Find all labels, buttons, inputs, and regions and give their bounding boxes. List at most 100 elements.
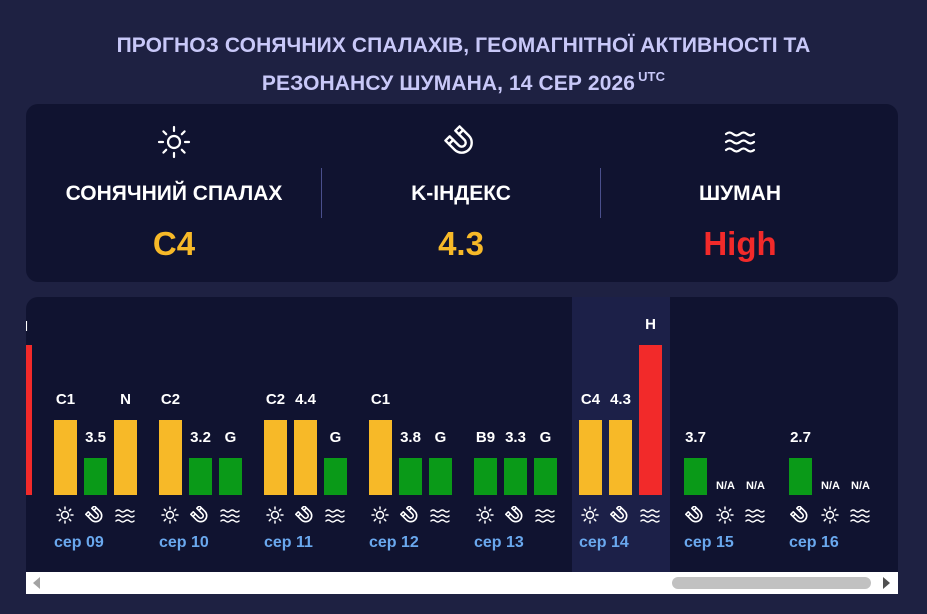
schumann-bar-label: G xyxy=(539,429,552,446)
schumann-bar-partial xyxy=(26,345,32,495)
schumann-bar xyxy=(429,458,452,495)
day-label: сер 10 xyxy=(159,534,209,551)
flare-bar xyxy=(369,420,392,495)
schumann-label: ШУМАН xyxy=(699,182,781,205)
sun-icon xyxy=(159,506,181,524)
schumann-na-label: N/A xyxy=(851,480,870,492)
summary-kindex: K-ІНДЕКС 4.3 xyxy=(322,104,600,282)
schumann-bar-label: H xyxy=(645,316,656,333)
waves-icon xyxy=(324,506,346,524)
divider xyxy=(600,168,601,218)
schumann-bar xyxy=(639,345,662,495)
magnet-icon xyxy=(294,505,316,524)
kindex-bar xyxy=(684,458,707,495)
magnet-icon xyxy=(504,505,526,524)
title-line-1: ПРОГНОЗ СОНЯЧНИХ СПАЛАХІВ, ГЕОМАГНІТНОЇ … xyxy=(116,34,811,57)
flare-na-label: N/A xyxy=(821,480,840,492)
scroll-right-icon[interactable] xyxy=(881,577,891,589)
waves-icon xyxy=(744,506,766,524)
summary-schumann: ШУМАН High xyxy=(600,104,880,282)
schumann-na-label: N/A xyxy=(746,480,765,492)
flare-label: СОНЯЧНИЙ СПАЛАХ xyxy=(65,182,283,205)
flare-bar-label: C2 xyxy=(160,391,181,408)
waves-icon xyxy=(849,506,871,524)
kindex-bar-label: 2.7 xyxy=(790,429,811,446)
day-label: сер 11 xyxy=(264,534,313,551)
sun-icon xyxy=(157,125,191,159)
day-label: сер 14 xyxy=(579,534,629,551)
divider xyxy=(321,168,322,218)
schumann-bar-label: G xyxy=(224,429,237,446)
kindex-value: 4.3 xyxy=(438,225,484,262)
waves-icon xyxy=(219,506,241,524)
schumann-value: High xyxy=(703,225,777,262)
sun-icon xyxy=(474,506,496,524)
summary-panel: СОНЯЧНИЙ СПАЛАХ C4 K-ІНДЕКС 4.3 ШУМАН Hi… xyxy=(26,104,898,282)
summary-flare: СОНЯЧНИЙ СПАЛАХ C4 xyxy=(26,104,322,282)
flare-bar xyxy=(159,420,182,495)
flare-na-label: N/A xyxy=(716,480,735,492)
schumann-bar-label: G xyxy=(329,429,342,446)
kindex-bar xyxy=(609,420,632,495)
flare-bar xyxy=(579,420,602,495)
kindex-bar xyxy=(504,458,527,495)
kindex-bar-label: 3.5 xyxy=(85,429,106,446)
page-title: ПРОГНОЗ СОНЯЧНИХ СПАЛАХІВ, ГЕОМАГНІТНОЇ … xyxy=(0,30,927,99)
utc-label: UTC xyxy=(638,69,666,84)
flare-value: C4 xyxy=(152,225,196,262)
waves-icon xyxy=(429,506,451,524)
kindex-bar-label: 3.2 xyxy=(190,429,211,446)
kindex-bar xyxy=(84,458,107,495)
sun-icon xyxy=(819,506,841,524)
flare-bar-label: C1 xyxy=(55,391,76,408)
schumann-bar xyxy=(114,420,137,495)
magnet-icon xyxy=(789,505,811,524)
flare-bar-label: C2 xyxy=(265,391,286,408)
kindex-bar xyxy=(399,458,422,495)
scrollbar-thumb[interactable] xyxy=(672,577,871,589)
waves-icon xyxy=(114,506,136,524)
flare-bar-label: B9 xyxy=(475,429,496,446)
day-label: сер 09 xyxy=(54,534,104,551)
schumann-bar xyxy=(534,458,557,495)
flare-bar-label: C1 xyxy=(370,391,391,408)
sun-icon xyxy=(369,506,391,524)
schumann-bar xyxy=(324,458,347,495)
waves-icon xyxy=(534,506,556,524)
magnet-icon xyxy=(609,505,631,524)
schumann-bar-label: N xyxy=(120,391,131,408)
sun-icon xyxy=(714,506,736,524)
scroll-left-icon[interactable] xyxy=(32,577,42,589)
magnet-icon xyxy=(84,505,106,524)
flare-bar xyxy=(264,420,287,495)
magnet-icon xyxy=(444,125,473,154)
flare-bar-label: C4 xyxy=(580,391,601,408)
horizontal-scrollbar[interactable] xyxy=(26,572,898,594)
title-line-2-text: РЕЗОНАНСУ ШУМАНА, 14 СЕР 2026 xyxy=(261,72,636,95)
kindex-bar xyxy=(294,420,317,495)
kindex-bar xyxy=(189,458,212,495)
schumann-bar-label: G xyxy=(434,429,447,446)
sun-icon xyxy=(54,506,76,524)
schumann-bar xyxy=(219,458,242,495)
sun-icon xyxy=(579,506,601,524)
kindex-bar xyxy=(789,458,812,495)
flare-bar xyxy=(54,420,77,495)
waves-icon xyxy=(724,131,756,153)
kindex-bar-label: 4.3 xyxy=(610,391,631,408)
day-label: сер 15 xyxy=(684,534,734,551)
sun-icon xyxy=(264,506,286,524)
day-label: сер 16 xyxy=(789,534,839,551)
kindex-bar-label: 3.3 xyxy=(505,429,526,446)
kindex-label: K-ІНДЕКС xyxy=(411,182,511,205)
day-label: сер 13 xyxy=(474,534,524,551)
kindex-bar-label: 3.7 xyxy=(685,429,706,446)
kindex-bar-label: 4.4 xyxy=(295,391,316,408)
flare-bar xyxy=(474,458,497,495)
magnet-icon xyxy=(684,505,706,524)
magnet-icon xyxy=(399,505,421,524)
magnet-icon xyxy=(189,505,211,524)
title-line-2: РЕЗОНАНСУ ШУМАНА, 14 СЕР 2026 UTC xyxy=(0,61,927,99)
kindex-bar-label: 3.8 xyxy=(400,429,421,446)
